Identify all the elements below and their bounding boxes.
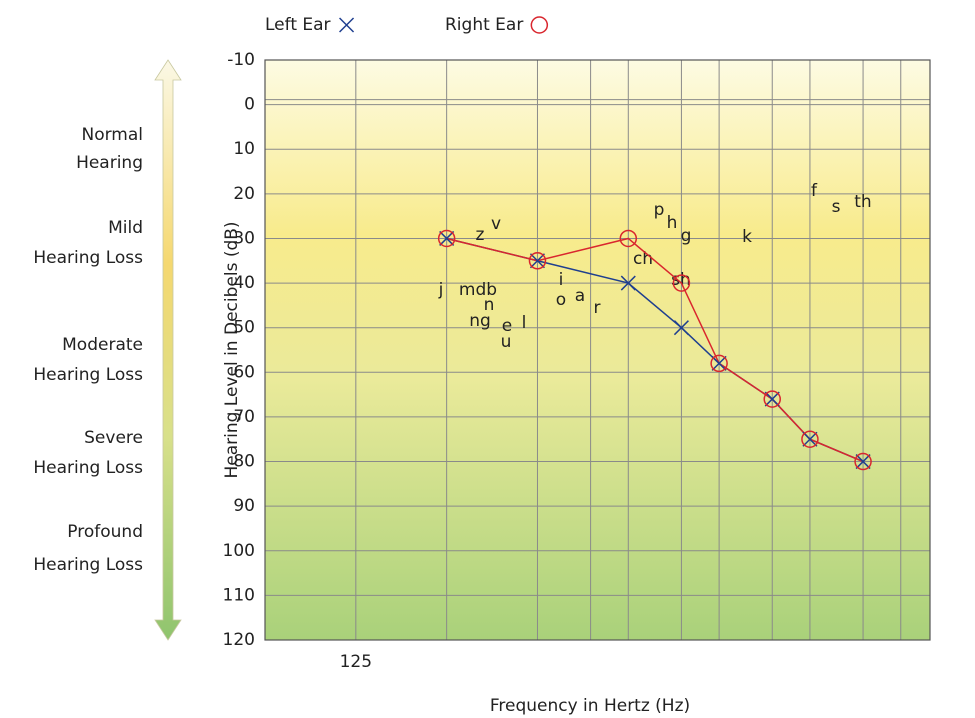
speech-sound: h (667, 213, 678, 233)
speech-sound: th (854, 192, 871, 212)
legend-marker (340, 18, 354, 32)
speech-sound: p (654, 200, 665, 220)
speech-sound: r (594, 298, 601, 318)
y-tick-label: 10 (233, 139, 255, 159)
hearing-level-label: Hearing (76, 153, 143, 173)
y-tick-label: 70 (233, 407, 255, 427)
hearing-level-label: Severe (84, 428, 143, 448)
legend-label: Right Ear (445, 15, 523, 35)
legend-label: Left Ear (265, 15, 331, 35)
x-axis-label: Frequency in Hertz (Hz) (490, 696, 690, 716)
severity-arrow (155, 60, 181, 640)
speech-sound: k (742, 227, 752, 247)
speech-sound: s (832, 197, 841, 217)
hearing-level-label: Normal (81, 125, 143, 145)
hearing-level-label: Hearing Loss (33, 555, 143, 575)
y-tick-label: 40 (233, 273, 255, 293)
hearing-level-label: Profound (67, 522, 143, 542)
hearing-level-label: Mild (108, 218, 143, 238)
y-tick-label: 60 (233, 362, 255, 382)
hearing-level-label: Hearing Loss (33, 248, 143, 268)
plot-background (265, 60, 930, 640)
speech-sound: v (491, 214, 501, 234)
speech-sound: g (681, 226, 692, 246)
y-tick-label: 110 (223, 585, 255, 605)
y-tick-label: 30 (233, 228, 255, 248)
speech-sound: z (476, 225, 485, 245)
y-tick-label: 100 (223, 541, 255, 561)
y-tick-label: 80 (233, 452, 255, 472)
speech-sound: o (556, 290, 566, 310)
y-tick-label: 20 (233, 184, 255, 204)
speech-sound: l (522, 313, 527, 333)
audiogram: Frequency in Hertz (Hz) Hearing Level in… (0, 0, 975, 718)
y-tick-label: -10 (227, 50, 255, 70)
y-tick-label: 50 (233, 318, 255, 338)
y-tick-label: 90 (233, 496, 255, 516)
y-tick-label: 0 (244, 95, 255, 115)
speech-sound: j (438, 280, 444, 300)
speech-sound: f (811, 181, 818, 201)
hearing-level-label: Moderate (62, 335, 143, 355)
speech-sound: a (575, 286, 585, 306)
y-axis-label: Hearing Level in Decibels (dB) (222, 221, 242, 478)
legend-marker (531, 17, 547, 33)
hearing-level-label: Hearing Loss (33, 458, 143, 478)
speech-sound: ch (633, 249, 653, 269)
speech-sound: ng (469, 311, 491, 331)
x-tick-label: 125 (340, 652, 372, 672)
speech-sound: i (559, 270, 564, 290)
speech-sound: u (501, 332, 512, 352)
y-tick-label: 120 (223, 630, 255, 650)
hearing-level-label: Hearing Loss (33, 365, 143, 385)
